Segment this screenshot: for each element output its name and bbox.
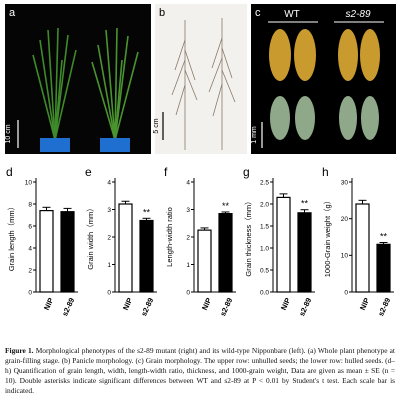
plant-right [91, 27, 139, 141]
x-tick-label: NIP [279, 296, 292, 311]
plant-left [32, 27, 77, 141]
y-tick-label: 0 [107, 289, 111, 296]
pot [100, 138, 130, 152]
caption-text: Morphological phenotypes of the s2-89 mu… [5, 346, 395, 395]
caption-label: Figure 1. [5, 346, 34, 355]
y-tick-label: 2.5 [260, 179, 269, 186]
bar [355, 203, 370, 293]
y-tick-label: 2 [186, 234, 190, 241]
panel-letter: f [164, 165, 168, 179]
y-tick-label: 6 [28, 223, 32, 230]
genotype-label: s2-89 [345, 9, 370, 20]
x-tick-label: s2-89 [60, 296, 76, 317]
caption: Figure 1. Morphological phenotypes of th… [5, 346, 395, 396]
y-tick-label: 8 [28, 201, 32, 208]
y-tick-label: 0 [28, 289, 32, 296]
panel-letter: b [159, 7, 165, 19]
bar [297, 212, 312, 293]
y-tick-label: 0 [344, 289, 348, 296]
significance: ** [380, 232, 388, 242]
bar [60, 211, 75, 293]
y-tick-label: 1.0 [260, 245, 269, 252]
bar [276, 196, 291, 293]
y-tick-label: 2.0 [260, 201, 269, 208]
y-axis-label: Grain width（mm） [86, 204, 95, 269]
panel-letter: h [322, 165, 329, 179]
y-tick-label: 3 [186, 207, 190, 214]
panel-letter: e [85, 165, 92, 179]
y-tick-label: 4 [186, 179, 190, 186]
x-tick-label: NIP [42, 296, 55, 311]
y-tick-label: 1 [107, 262, 111, 269]
x-tick-label: s2-89 [139, 296, 155, 317]
panel-letter: a [9, 7, 16, 19]
scale-label: 5 cm [153, 118, 160, 133]
y-tick-label: 0.0 [260, 289, 269, 296]
scale-label: 10 cm [5, 124, 12, 143]
y-tick-label: 1.5 [260, 223, 269, 230]
y-tick-label: 10 [25, 179, 33, 186]
x-tick-label: s2-89 [218, 296, 234, 317]
x-tick-label: NIP [358, 296, 371, 311]
x-tick-label: NIP [121, 296, 134, 311]
panicles [171, 18, 236, 150]
bar [39, 210, 54, 293]
pot [40, 138, 70, 152]
panel-letter: g [243, 165, 250, 179]
x-tick-label: NIP [200, 296, 213, 311]
x-tick-label: s2-89 [376, 296, 392, 317]
y-tick-label: 3 [107, 207, 111, 214]
photo-a [5, 4, 151, 154]
significance: ** [222, 201, 230, 211]
y-tick-label: 4 [28, 245, 32, 252]
y-tick-label: 4 [107, 179, 111, 186]
scale-label: 1 mm [251, 126, 258, 144]
panel-letter: d [6, 165, 13, 179]
bar [197, 229, 212, 293]
y-axis-label: Grain length（mm） [7, 203, 16, 271]
y-tick-label: 20 [341, 216, 349, 223]
genotype-label: WT [284, 9, 300, 20]
y-tick-label: 30 [341, 179, 349, 186]
x-tick-label: s2-89 [297, 296, 313, 317]
y-axis-label: Length-width ratio [165, 207, 174, 267]
y-tick-label: 0 [186, 289, 190, 296]
unhulled-seeds [269, 29, 380, 81]
photo-b [155, 4, 247, 154]
y-tick-label: 0.5 [260, 267, 269, 274]
significance: ** [143, 207, 151, 217]
bar [376, 243, 391, 293]
y-tick-label: 2 [107, 234, 111, 241]
bar [218, 213, 233, 293]
significance: ** [301, 199, 309, 209]
y-tick-label: 1 [186, 262, 190, 269]
figure: 10 cm a 5 cm b WT s2-89 1 mm c d Grain le… [5, 4, 396, 318]
bar [118, 203, 133, 293]
y-axis-label: 1000-Grain weight（g） [323, 197, 332, 277]
hulled-seeds [270, 96, 379, 140]
bar [139, 219, 154, 293]
y-tick-label: 2 [28, 267, 32, 274]
y-tick-label: 10 [341, 253, 349, 260]
y-axis-label: Grain thickness（mm） [244, 197, 253, 276]
panel-letter: c [255, 7, 261, 19]
